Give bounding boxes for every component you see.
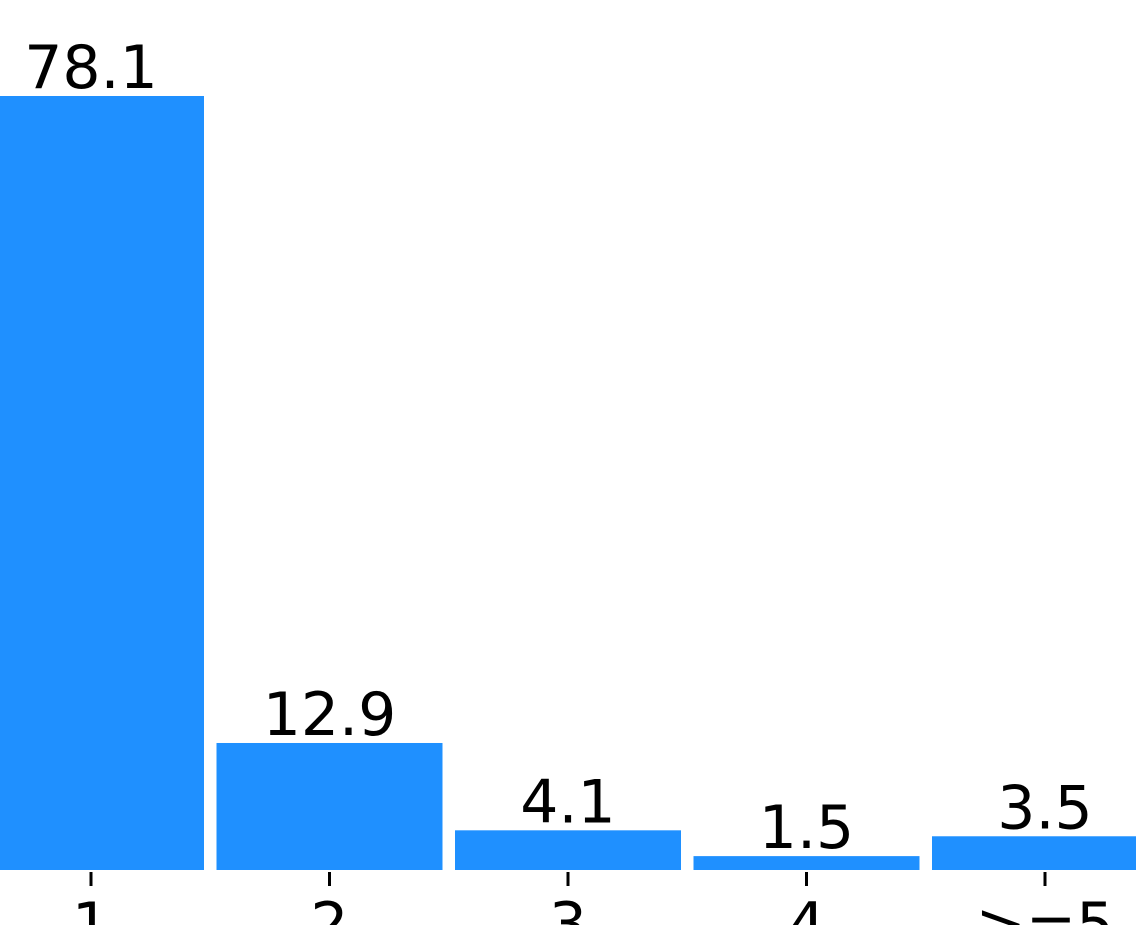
- bar-1: [0, 96, 204, 871]
- bar-value-label-3: 4.1: [520, 767, 615, 837]
- bar-value-label-2: 12.9: [263, 680, 397, 750]
- bar-value-label-1: 78.1: [24, 33, 158, 103]
- x-tick-label-4: 4: [787, 890, 825, 925]
- x-tick-label-5: >=5: [976, 890, 1115, 925]
- bar-2: [217, 743, 443, 871]
- x-tick-labels-group: 1 2 3 4 >=5: [72, 890, 1114, 925]
- bars-group: [0, 96, 1136, 871]
- bar-value-label-5: 3.5: [997, 773, 1092, 843]
- bar-value-label-4: 1.5: [759, 793, 854, 863]
- x-tick-label-1: 1: [72, 890, 110, 925]
- x-ticks-group: [91, 872, 1045, 886]
- x-tick-label-2: 2: [310, 890, 348, 925]
- x-tick-label-3: 3: [549, 890, 587, 925]
